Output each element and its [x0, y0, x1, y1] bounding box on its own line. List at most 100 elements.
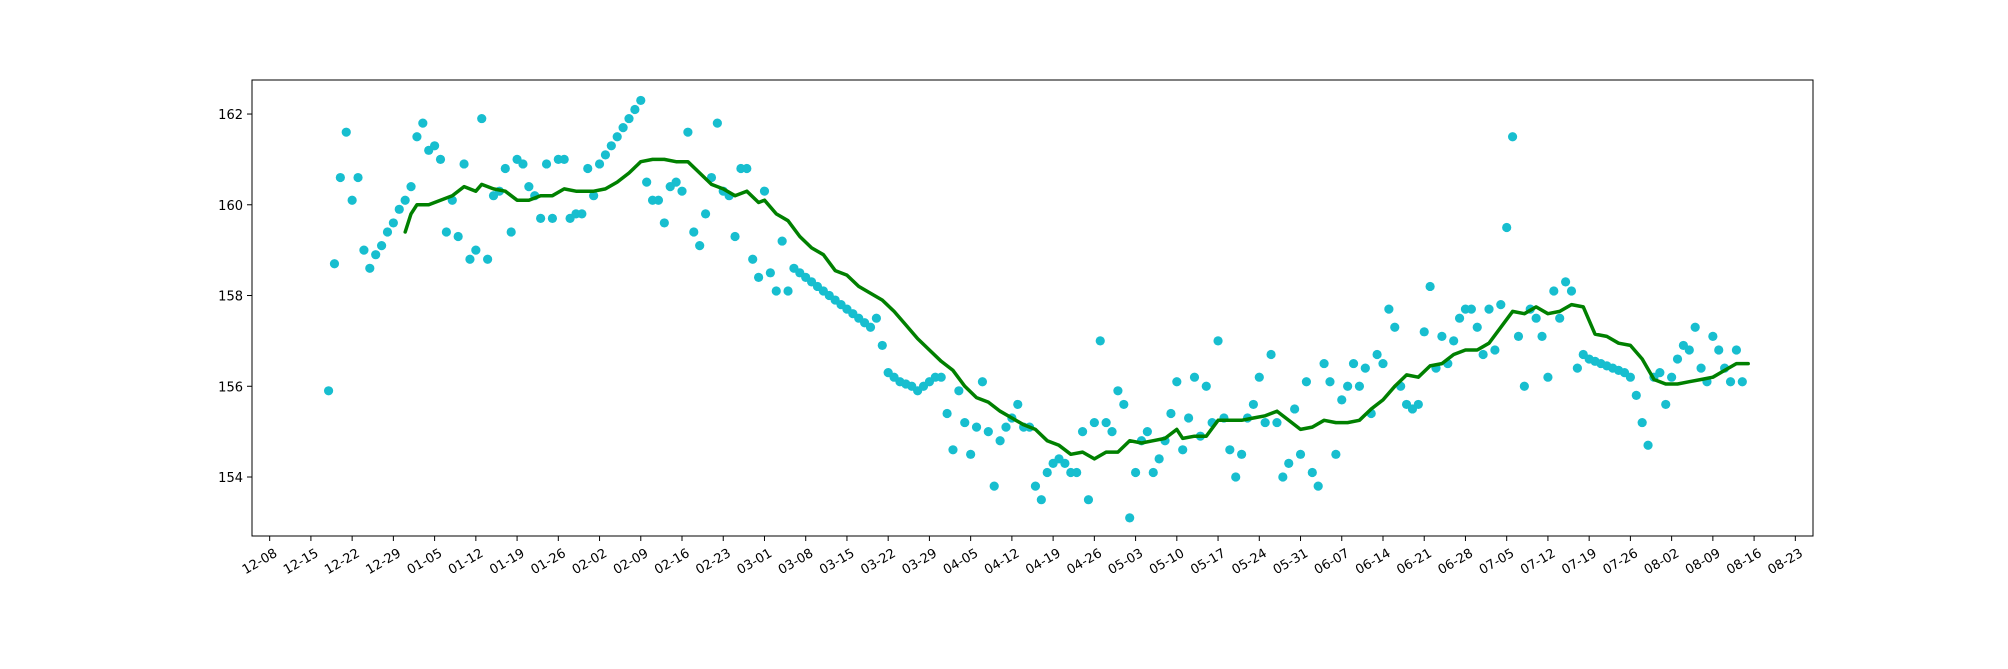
scatter-point	[400, 195, 410, 205]
x-tick-label: 03-22	[858, 546, 898, 578]
x-tick-label: 12-08	[240, 546, 280, 578]
x-tick-label: 02-09	[611, 546, 651, 578]
scatter-point	[700, 209, 711, 219]
scatter-point	[1295, 449, 1306, 459]
scatter-point	[1113, 386, 1123, 396]
scatter-point	[323, 386, 334, 396]
scatter-point	[1725, 377, 1736, 387]
scatter-point	[1437, 331, 1447, 341]
scatter-point	[418, 118, 428, 128]
scatter-point	[365, 263, 375, 273]
scatter-point	[536, 213, 546, 223]
scatter-point	[1225, 445, 1235, 455]
scatter-point	[341, 127, 351, 137]
scatter-point	[1637, 417, 1647, 428]
scatter-point	[347, 195, 357, 205]
scatter-point	[335, 172, 345, 183]
scatter-point	[960, 417, 970, 428]
scatter-point	[376, 241, 387, 251]
scatter-point	[771, 286, 781, 296]
x-tick-label: 01-12	[446, 546, 486, 578]
scatter-point	[1708, 331, 1718, 341]
scatter-point	[777, 236, 787, 246]
scatter-point	[742, 163, 752, 174]
scatter-point	[1101, 417, 1111, 428]
scatter-point	[653, 195, 664, 205]
scatter-point	[1272, 417, 1282, 428]
x-tick-label: 02-02	[570, 546, 610, 578]
scatter-point	[606, 141, 616, 151]
scatter-point	[1425, 281, 1435, 292]
x-tick-label: 08-09	[1683, 546, 1723, 578]
y-axis: 154 156 158 160 162	[218, 108, 252, 486]
scatter-point	[753, 272, 764, 282]
scatter-point	[1284, 458, 1294, 469]
scatter-point	[1260, 417, 1270, 428]
x-tick-label: 02-16	[652, 546, 692, 578]
scatter-point	[1490, 345, 1500, 355]
trend-line	[403, 157, 1750, 461]
scatter-point	[465, 254, 475, 264]
scatter-point	[477, 113, 487, 124]
scatter-point	[1484, 304, 1494, 314]
x-tick-label: 06-21	[1394, 546, 1434, 578]
x-tick-label: 05-10	[1147, 546, 1187, 578]
scatter-point	[1178, 445, 1188, 455]
scatter-point	[877, 340, 887, 351]
scatter-point	[583, 163, 593, 174]
scatter-point	[765, 268, 775, 278]
scatter-point	[1572, 363, 1582, 373]
scatter-point	[1661, 399, 1671, 410]
scatter-point	[1413, 399, 1423, 410]
scatter-point	[1213, 336, 1223, 346]
scatter-point	[1390, 322, 1400, 332]
scatter-point	[1142, 427, 1152, 437]
scatter-point	[983, 427, 993, 437]
scatter-point	[1714, 345, 1724, 355]
scatter-point	[1089, 417, 1099, 428]
scatter-point	[1419, 327, 1429, 337]
scatter-point	[1384, 304, 1394, 314]
scatter-point	[1013, 399, 1023, 410]
scatter-point	[1042, 467, 1052, 478]
scatter-point	[1095, 336, 1105, 346]
x-tick-label: 05-31	[1271, 546, 1311, 578]
x-tick-label: 12-15	[281, 546, 321, 578]
scatter-point	[1254, 372, 1264, 382]
scatter-point	[1696, 363, 1706, 373]
scatter-point	[1531, 313, 1541, 323]
scatter-point	[577, 209, 587, 219]
scatter-point	[453, 231, 463, 242]
scatter-point	[712, 118, 722, 128]
x-tick-label: 04-19	[1023, 546, 1063, 578]
x-tick-label: 07-26	[1601, 546, 1641, 578]
scatter-point	[500, 163, 510, 174]
scatter-point	[353, 172, 363, 183]
x-tick-label: 04-26	[1065, 546, 1105, 578]
x-tick-label: 03-01	[735, 546, 775, 578]
scatter-point	[1513, 331, 1524, 341]
scatter-point	[559, 154, 569, 165]
scatter-point	[1237, 449, 1247, 459]
scatter-point	[483, 254, 493, 264]
scatter-point	[1555, 313, 1565, 323]
scatter-point	[406, 182, 416, 192]
scatter-point	[1348, 358, 1359, 369]
y-tick-label: 162	[218, 108, 243, 123]
scatter-point	[1655, 368, 1665, 378]
scatter-point	[1189, 372, 1200, 382]
x-tick-label: 03-08	[776, 546, 816, 578]
x-tick-label: 07-19	[1559, 546, 1599, 578]
x-tick-label: 05-24	[1229, 546, 1269, 578]
scatter-point	[618, 123, 628, 133]
scatter-point	[435, 154, 446, 165]
scatter-point	[1030, 481, 1041, 491]
scatter-point	[1119, 399, 1129, 410]
scatter-point	[1625, 372, 1635, 382]
scatter-point	[1278, 472, 1288, 482]
scatter-point	[1331, 449, 1341, 459]
scatter-point	[677, 186, 687, 196]
scatter-point	[1001, 422, 1011, 432]
scatter-point	[1343, 381, 1353, 391]
scatter-point	[1083, 495, 1094, 505]
